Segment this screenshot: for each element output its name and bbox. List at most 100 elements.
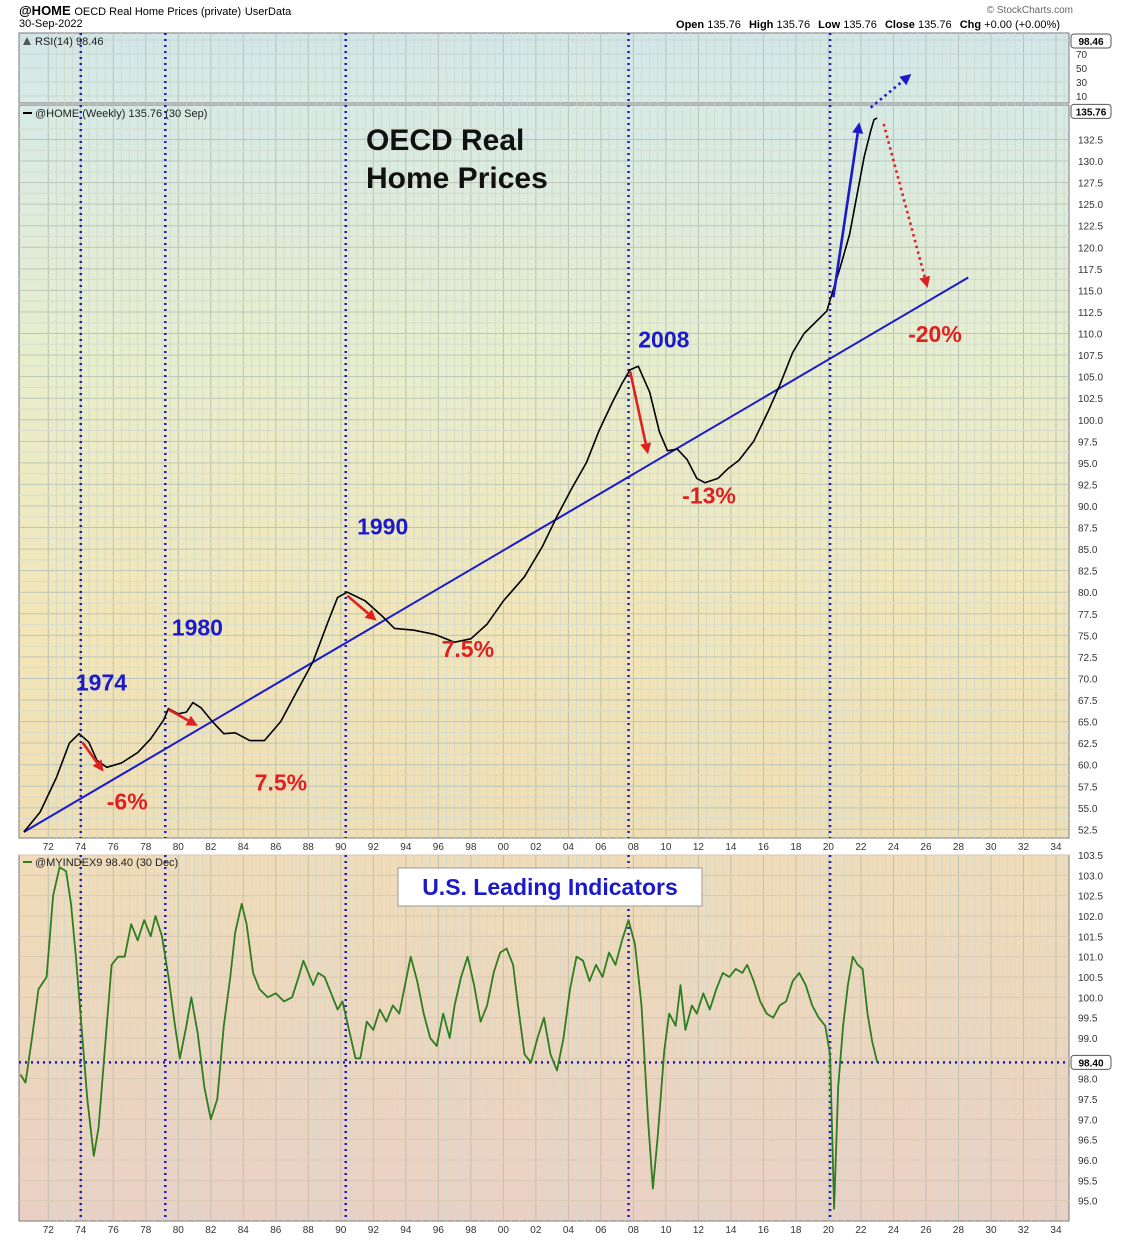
trend-line [23,276,969,833]
lower-y-tick-label: 99.5 [1078,1014,1098,1025]
main-y-tick-label: 100.0 [1078,416,1103,427]
lower-y-tick-label: 97.0 [1078,1115,1098,1126]
lower-x-tick-label: 80 [173,1225,185,1236]
rsi-tick-label: 30 [1076,78,1088,89]
lower-x-tick-label: 08 [628,1225,640,1236]
main-y-tick-label: 97.5 [1078,437,1098,448]
main-y-tick-label: 85.0 [1078,545,1098,556]
main-x-tick-label: 10 [660,842,672,853]
main-y-tick-label: 132.5 [1078,135,1103,146]
grid-lines [19,33,1069,1221]
annotation-arrow-shaft [167,708,189,722]
annotation-arrow-shaft [869,79,904,109]
main-x-tick-label: 90 [335,842,347,853]
annotation-label: 1980 [172,614,223,640]
lower-x-tick-label: 82 [205,1225,217,1236]
lower-x-tick-label: 22 [855,1225,867,1236]
lower-x-tick-label: 30 [985,1225,997,1236]
main-x-tick-label: 22 [855,842,867,853]
ohlc-readout: Open 135.76 High 135.76 Low 135.76 Close… [676,19,1065,31]
price-series-line [23,117,878,833]
lower-x-tick-label: 04 [563,1225,575,1236]
main-y-tick-label: 80.0 [1078,588,1098,599]
lower-x-tick-label: 18 [790,1225,802,1236]
main-y-tick-label: 130.0 [1078,157,1103,168]
annotation-label: 2008 [638,326,689,352]
lower-chart-title: U.S. Leading Indicators [422,874,678,900]
lower-x-tick-label: 02 [530,1225,542,1236]
lower-y-tick-label: 97.5 [1078,1095,1098,1106]
lower-x-tick-label: 20 [823,1225,835,1236]
rsi-value-tag-box [1070,33,1112,49]
annotation-arrow-shaft [832,132,859,298]
low-value: 135.76 [843,19,877,31]
lower-x-tick-label: 76 [108,1225,120,1236]
lower-x-tick-label: 84 [238,1225,250,1236]
main-y-tick-label: 127.5 [1078,179,1103,190]
main-x-tick-label: 72 [43,842,55,853]
lower-x-tick-label: 06 [595,1225,607,1236]
main-value-tag-box [1070,103,1112,119]
rsi-tick-label: 70 [1076,50,1088,61]
lower-y-tick-label: 100.0 [1078,993,1103,1004]
annotation-arrow-head [640,442,652,455]
main-y-tick-label: 95.0 [1078,459,1098,470]
main-y-tick-label: 57.5 [1078,782,1098,793]
lower-x-tick-label: 26 [920,1225,932,1236]
main-y-tick-label: 115.0 [1078,286,1103,297]
main-y-tick-label: 117.5 [1078,265,1103,276]
close-label: Close [884,19,915,31]
lower-x-tick-label: 28 [953,1225,965,1236]
lower-y-tick-label: 96.0 [1078,1156,1098,1167]
main-y-tick-label: 55.0 [1078,804,1098,815]
lower-y-tick-label: 100.5 [1078,973,1103,984]
lower-x-tick-label: 86 [270,1225,282,1236]
main-y-tick-label: 122.5 [1078,222,1103,233]
indicator-series-line [19,866,879,1210]
lower-x-tick-label: 78 [140,1225,152,1236]
main-title-line-2: Home Prices [366,162,548,195]
lower-x-tick-label: 94 [400,1225,412,1236]
lower-y-tick-label: 95.0 [1078,1197,1098,1208]
ticker-description: OECD Real Home Prices (private) [74,6,242,18]
main-x-tick-label: 18 [790,842,802,853]
lower-value-tag-text: 98.40 [1078,1058,1103,1069]
annotation-arrow-head [92,759,104,772]
main-x-tick-label: 16 [758,842,770,853]
annotation-label: -6% [107,789,148,815]
main-x-tick-label: 88 [303,842,315,853]
annotation-arrow-shaft [882,123,927,278]
lower-y-tick-label: 96.5 [1078,1136,1098,1147]
annotation-label: 7.5% [442,636,494,662]
main-y-tick-label: 67.5 [1078,696,1098,707]
lower-x-tick-label: 72 [43,1225,55,1236]
lower-x-tick-label: 14 [725,1225,737,1236]
lower-y-tick-label: 103.5 [1078,851,1103,862]
main-y-tick-label: 90.0 [1078,502,1098,513]
lower-y-tick-label: 99.0 [1078,1034,1098,1045]
main-x-tick-label: 04 [563,842,575,853]
main-panel-legend: @HOME (Weekly) 135.76 (30 Sep) [35,108,207,120]
lower-y-tick-label: 95.5 [1078,1176,1098,1187]
main-y-tick-label: 75.0 [1078,631,1098,642]
main-x-tick-label: 26 [920,842,932,853]
lower-x-tick-label: 32 [1018,1225,1030,1236]
lower-x-tick-label: 24 [888,1225,900,1236]
main-x-tick-label: 74 [75,842,87,853]
main-x-tick-label: 78 [140,842,152,853]
lower-x-tick-label: 12 [693,1225,705,1236]
main-y-tick-label: 112.5 [1078,308,1103,319]
annotation-label: 1974 [76,670,127,696]
lower-title-box [397,867,703,907]
lower-x-tick-label: 00 [498,1225,510,1236]
main-y-tick-label: 65.0 [1078,718,1098,729]
lower-y-tick-label: 102.5 [1078,892,1103,903]
annotation-label: -13% [682,482,736,508]
main-y-tick-label: 72.5 [1078,653,1098,664]
stockcharts-brand: © StockCharts.com [986,5,1073,16]
annotation-arrow-shaft [81,741,99,764]
main-y-tick-label: 87.5 [1078,524,1098,535]
main-x-tick-label: 96 [433,842,445,853]
main-y-tick-label: 92.5 [1078,480,1098,491]
main-y-tick-label: 77.5 [1078,610,1098,621]
